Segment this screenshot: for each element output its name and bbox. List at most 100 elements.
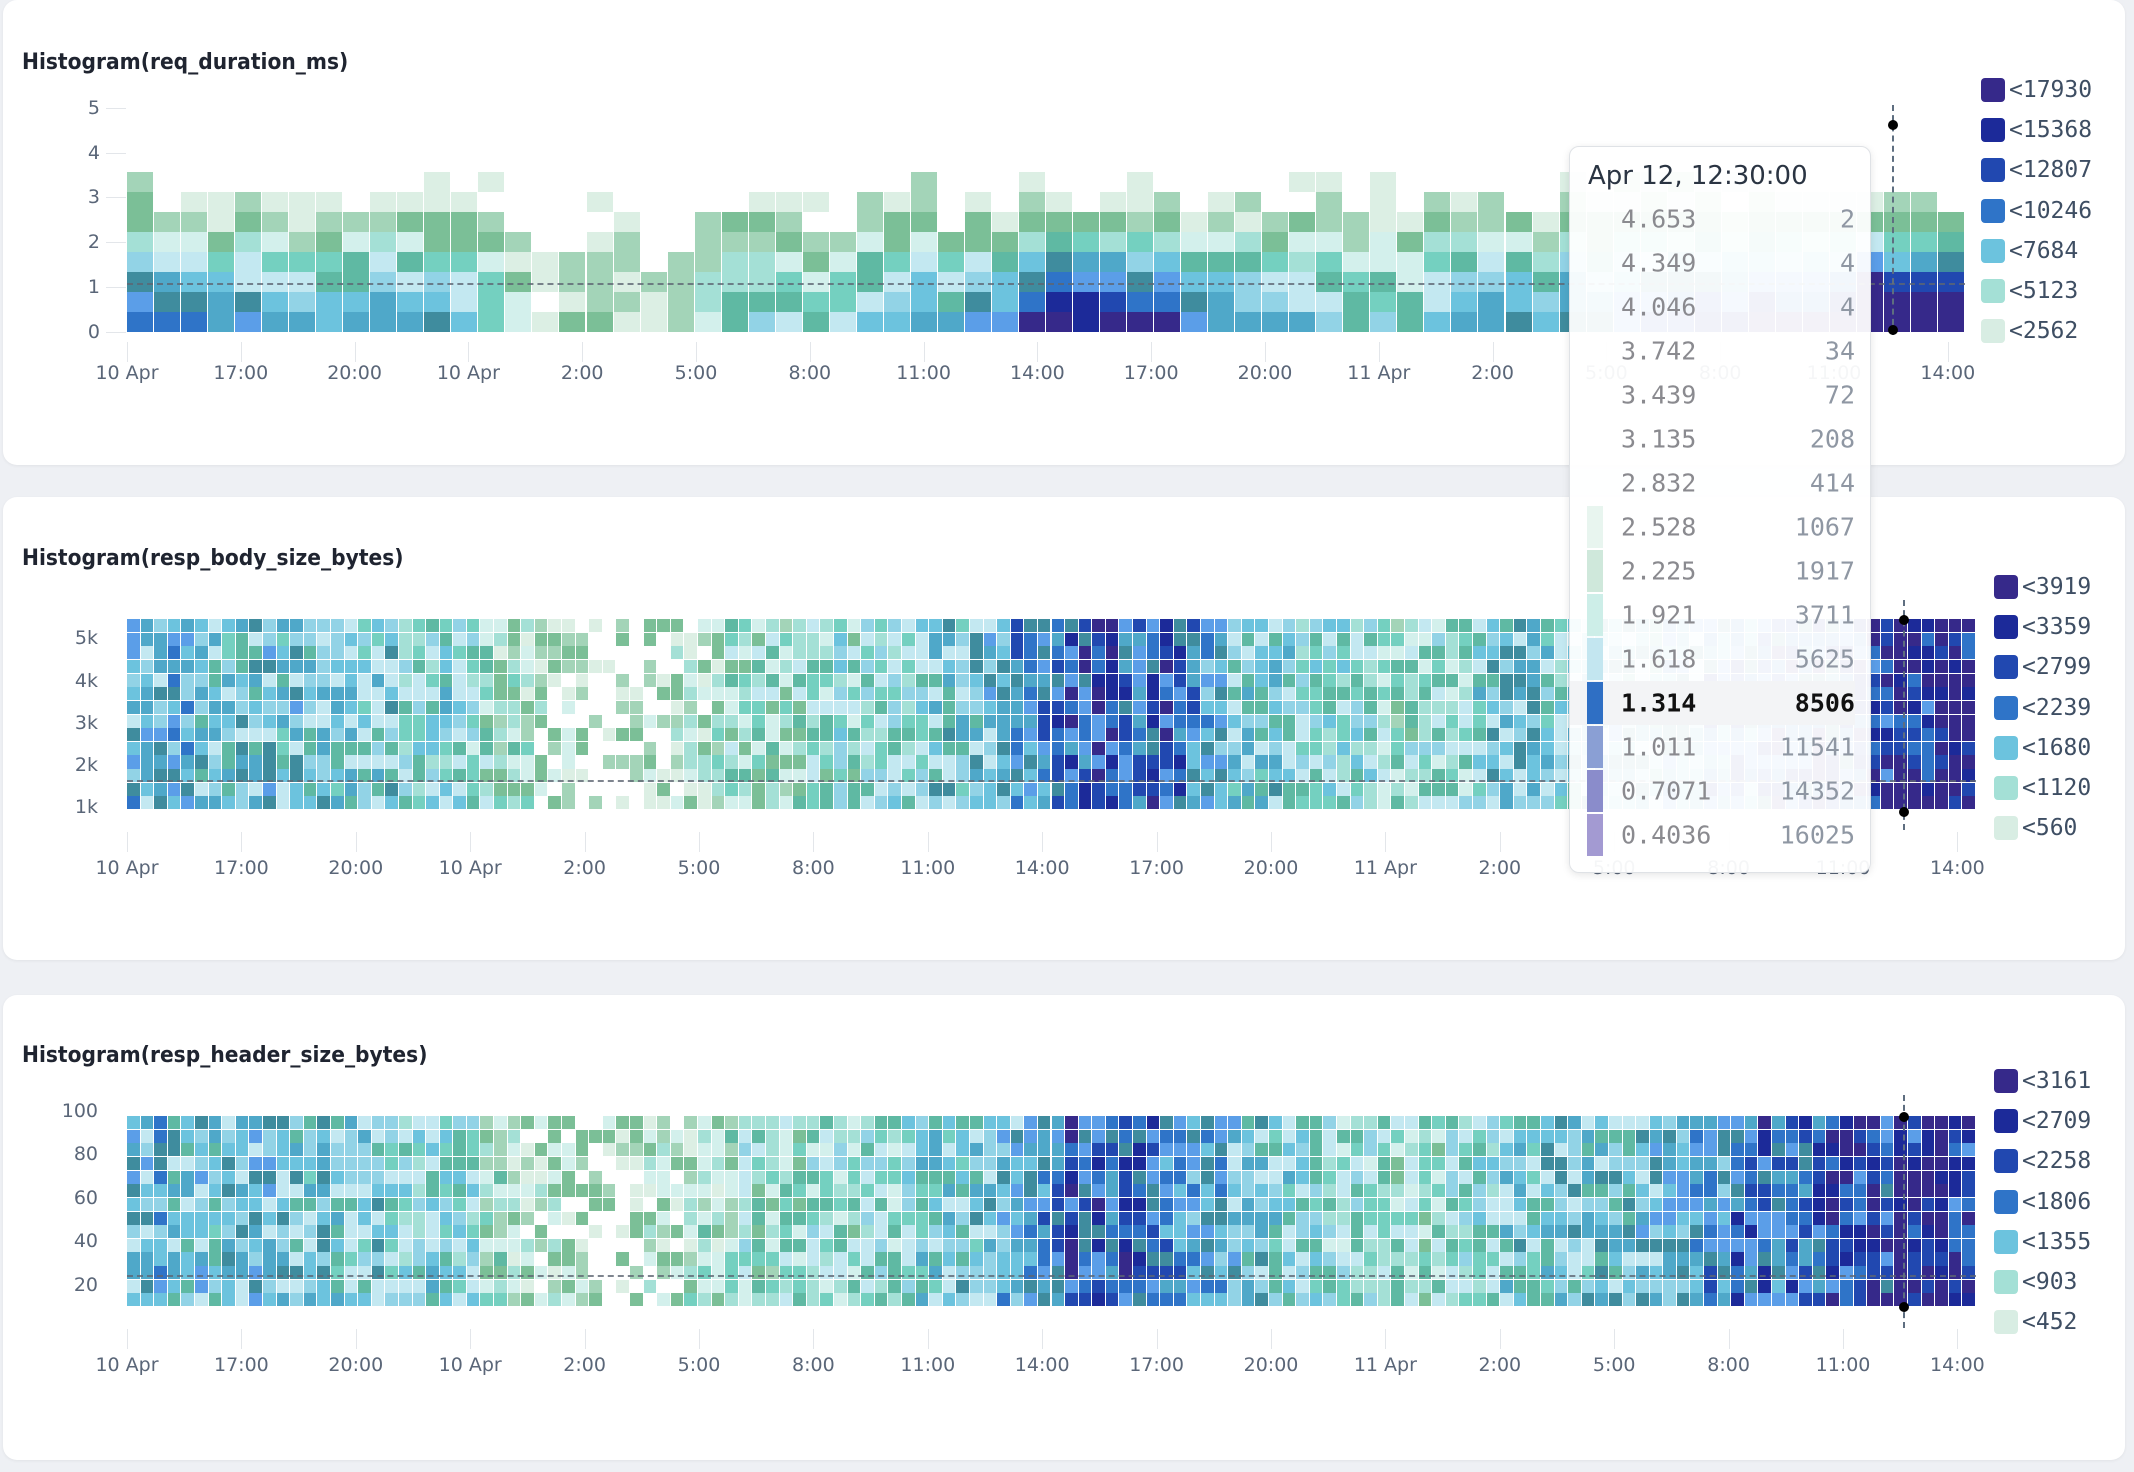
heatmap-cell bbox=[833, 755, 847, 769]
heatmap-cell bbox=[1867, 1225, 1880, 1239]
heatmap-cell bbox=[317, 1184, 330, 1198]
heatmap-cell bbox=[494, 1266, 507, 1280]
heatmap-cell bbox=[667, 292, 694, 312]
heatmap-cell bbox=[1459, 728, 1472, 742]
heatmap-cell bbox=[181, 714, 194, 728]
heatmap-cell bbox=[1883, 192, 1910, 212]
x-tick-label: 5:00 bbox=[674, 362, 718, 384]
heatmap-cell bbox=[1608, 1252, 1622, 1266]
heatmap-cell bbox=[1894, 1143, 1908, 1157]
heatmap-cell bbox=[466, 700, 480, 714]
heatmap-cell bbox=[1046, 272, 1073, 292]
heatmap-cell bbox=[1921, 687, 1935, 701]
heatmap-cell bbox=[371, 659, 385, 674]
heatmap-cell bbox=[505, 292, 532, 312]
heatmap-cell bbox=[439, 700, 453, 714]
heatmap-cell bbox=[181, 1184, 194, 1198]
heatmap-cell bbox=[1269, 1266, 1282, 1280]
tooltip-row: 4.653 2 bbox=[1570, 197, 1855, 241]
heatmap-cell bbox=[861, 1143, 874, 1157]
heatmap-cell bbox=[426, 659, 439, 674]
heatmap-cell bbox=[1676, 1156, 1690, 1171]
heatmap-cell bbox=[1500, 659, 1513, 674]
heatmap-cell bbox=[1296, 1116, 1309, 1130]
heatmap-cell bbox=[1208, 312, 1235, 332]
heatmap-cell bbox=[398, 687, 412, 701]
heatmap-cell bbox=[1160, 755, 1173, 769]
heatmap-cell bbox=[1867, 1293, 1880, 1307]
heatmap-cell bbox=[249, 687, 262, 701]
heatmap-cell bbox=[1962, 1129, 1975, 1143]
heatmap-cell bbox=[983, 714, 997, 728]
heatmap-cell bbox=[480, 1211, 494, 1225]
heatmap-cell bbox=[140, 1143, 154, 1157]
heatmap-cell bbox=[154, 619, 167, 633]
heatmap-cell bbox=[1704, 1279, 1717, 1293]
heatmap-cell bbox=[1201, 1225, 1214, 1239]
heatmap-cell bbox=[1241, 700, 1255, 714]
heatmap-cell bbox=[1296, 632, 1309, 646]
heatmap-cell bbox=[1133, 1279, 1146, 1293]
heatmap-cell bbox=[684, 769, 697, 783]
heatmap-cell bbox=[222, 741, 235, 755]
heatmap-cell bbox=[1717, 1238, 1731, 1252]
heatmap-cell bbox=[426, 1293, 439, 1307]
heatmap-cell bbox=[802, 192, 829, 212]
heatmap-cell bbox=[154, 673, 167, 687]
heatmap-cell bbox=[1799, 1156, 1812, 1171]
heatmap-cell bbox=[874, 659, 888, 674]
heatmap-cell bbox=[1364, 700, 1377, 714]
heatmap-cell bbox=[1119, 728, 1133, 742]
heatmap-cell bbox=[453, 728, 466, 742]
heatmap-cell bbox=[480, 1170, 494, 1184]
heatmap-cell bbox=[1092, 632, 1105, 646]
heatmap-cell bbox=[303, 646, 317, 660]
heatmap-cell bbox=[1472, 673, 1486, 687]
heatmap-cell bbox=[1540, 1252, 1554, 1266]
heatmap-cell bbox=[806, 1252, 820, 1266]
heatmap-cell bbox=[1255, 1266, 1269, 1280]
heatmap-cell bbox=[643, 1211, 657, 1225]
heatmap-cell bbox=[358, 1279, 371, 1293]
heatmap-cell bbox=[1500, 1184, 1513, 1198]
heatmap-cell bbox=[1262, 272, 1289, 292]
heatmap-cell bbox=[1024, 700, 1037, 714]
heatmap-cell bbox=[385, 796, 398, 810]
heatmap-cell bbox=[262, 769, 276, 783]
heatmap-cell bbox=[1622, 1143, 1636, 1157]
heatmap-cell bbox=[1201, 741, 1214, 755]
heatmap-cell bbox=[1608, 1184, 1622, 1198]
heatmap-cell bbox=[861, 769, 874, 783]
heatmap-cell bbox=[385, 659, 398, 674]
heatmap-cell bbox=[1935, 1252, 1948, 1266]
heatmap-cell bbox=[330, 700, 344, 714]
heatmap-cell bbox=[883, 272, 910, 292]
heatmap-cell bbox=[1853, 1225, 1867, 1239]
heatmap-cell bbox=[698, 1116, 711, 1130]
heatmap-cell bbox=[562, 769, 575, 783]
heatmap-cell bbox=[1418, 646, 1432, 660]
heatmap-cell bbox=[1010, 659, 1024, 674]
heatmap-cell bbox=[1608, 1225, 1622, 1239]
heatmap-cell bbox=[1051, 741, 1065, 755]
heatmap-cell bbox=[643, 1238, 657, 1252]
heatmap-cell bbox=[1337, 1170, 1350, 1184]
heatmap-cell bbox=[969, 796, 983, 810]
heatmap-cell bbox=[752, 796, 765, 810]
heatmap-cell bbox=[1962, 659, 1975, 674]
heatmap-cell bbox=[1010, 1279, 1024, 1293]
heatmap-cell bbox=[1051, 673, 1065, 687]
heatmap-cell bbox=[1078, 1293, 1092, 1307]
heatmap-cell bbox=[888, 755, 901, 769]
heatmap-cell bbox=[1472, 619, 1486, 633]
heatmap-cell bbox=[1894, 687, 1908, 701]
heatmap-cell bbox=[1073, 272, 1100, 292]
heatmap-cell bbox=[915, 1143, 929, 1157]
heatmap-cell bbox=[847, 687, 861, 701]
heatmap-cell bbox=[1962, 1225, 1975, 1239]
heatmap-cell bbox=[1880, 1211, 1894, 1225]
heatmap-cell bbox=[942, 1211, 956, 1225]
heatmap-cell bbox=[738, 1279, 752, 1293]
tooltip-bucket: 1.011 bbox=[1621, 732, 1697, 762]
heatmap-cell bbox=[929, 755, 942, 769]
